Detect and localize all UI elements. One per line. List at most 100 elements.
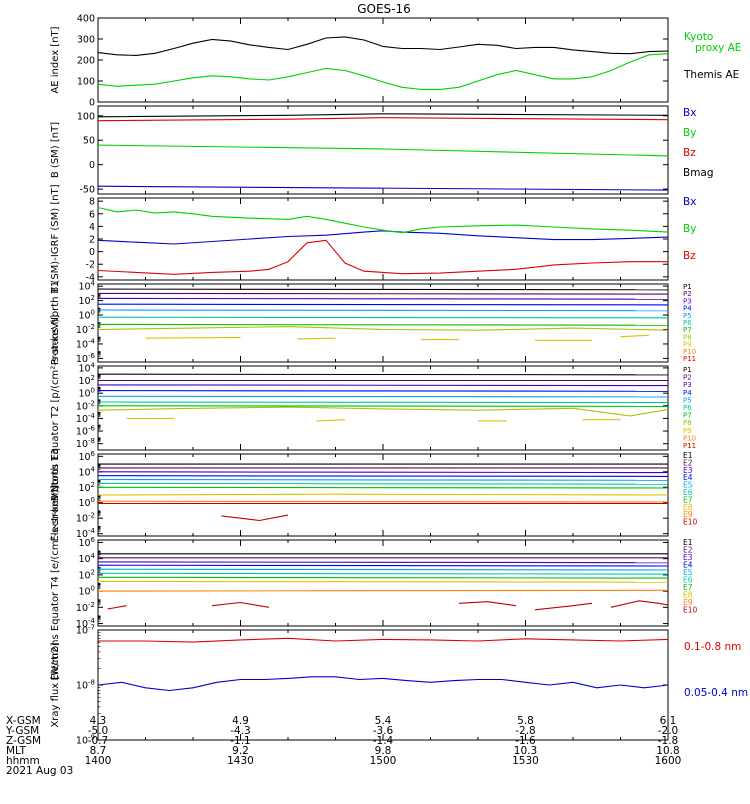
legend-label: Bx [683,107,696,119]
series-line [97,323,669,326]
legend-label: Bx [683,196,696,208]
legend-label: E9 [683,598,693,607]
series-pe-p7 [97,405,669,407]
series-line [97,589,669,592]
series-line [97,53,669,90]
series-pn-p8 [97,326,669,331]
panel-ae: 0 100 200 300 400 AE index [nT] Kyoto proxy AE T… [50,14,741,109]
y-tick-label: 0 [89,98,95,109]
y-tick-label: 2 [89,235,95,246]
legend-label: E7 [683,583,693,592]
series-pn-p6 [97,316,669,319]
legend-label: P1 [683,283,692,291]
orbit-value: 1400 [85,755,112,767]
series-en-e7 [97,486,669,489]
series-ee-e10 [107,600,669,611]
series-pe-p1 [97,373,669,376]
orbit-value: 4.3 [90,715,107,727]
y-tick-label: 50 [83,136,95,147]
legend-label: P5 [683,312,692,320]
series-pn-p1 [97,288,669,291]
y-tick-label: 10-6 [76,425,96,438]
series-line [97,580,669,583]
series-pn-p7 [97,323,669,326]
panel-frame [97,17,669,103]
legend-label: E6 [683,576,693,585]
series-line [97,478,669,481]
y-tick-label: 102 [78,568,95,581]
series-pe-p8 [97,406,669,417]
plot-title: GOES-16 [357,2,411,16]
series-line [97,572,669,575]
legend-label: Themis AE [683,69,739,81]
panel-b: -50 0 50 100 B (SM) [nT] Bx By Bz Bmag [50,105,714,196]
legend-label: E9 [683,510,693,519]
series-line [97,292,669,295]
series-pe-p9 [126,417,621,422]
orbit-row-label: Z-GSM [6,735,41,747]
series-b-bz [97,117,669,122]
y-tick-label: 300 [77,35,95,46]
series-line [97,113,669,118]
y-tick-label: 10-7 [76,624,95,637]
legend-label: P11 [683,355,696,363]
legend-label: E7 [683,495,693,504]
series-ee-e5 [97,568,669,571]
series-line [97,36,669,56]
orbit-value: 4.9 [232,715,249,727]
orbit-value: 9.2 [232,745,249,757]
legend-label: Bmag [683,167,714,179]
panel-frame [97,197,669,281]
legend-label: P2 [683,290,692,298]
series-ee-e6 [97,572,669,575]
series-line [97,568,669,571]
orbit-value: 10.3 [514,745,537,757]
y-tick-label: -4 [86,272,95,283]
series-ee-e7 [97,576,669,579]
series-line [97,471,669,474]
legend-label: P8 [683,333,692,341]
y-tick-label: 10-2 [76,601,95,614]
legend-label: E3 [683,466,693,475]
series-line [97,326,669,331]
series-line [97,406,669,417]
series-pe-p3 [97,384,669,387]
series-en-e3 [97,471,669,474]
orbit-row-label: hhmm [6,755,40,767]
orbit-value: 1600 [655,755,682,767]
y-tick-label: 4 [89,222,95,233]
y-tick-label: 104 [78,361,95,374]
legend-label: P7 [683,412,692,420]
y-tick-label: 10-4 [76,412,96,425]
series-en-e9 [97,500,669,503]
series-bdiff-bz [97,239,668,275]
orbit-value: -0.7 [88,735,109,747]
series-line [610,600,669,608]
legend-label: E4 [683,561,693,570]
y-axis-label: Protons North T1 [50,281,61,365]
y-tick-label: 8 [89,197,95,208]
orbit-value: 5.8 [517,715,534,727]
legend-label: P5 [683,396,692,404]
orbit-value: 6.1 [660,715,677,727]
legend-label: P6 [683,319,692,327]
orbit-value: 9.8 [375,745,392,757]
legend-label: E1 [683,451,693,460]
y-tick-label: 100 [77,111,95,122]
y-axis-label: B (SM)-IGRF (SM) [nT] [50,184,61,293]
series-pn-p3 [97,297,669,300]
y-axis-label: AE index [nT] [50,26,61,93]
legend-label: Kyoto proxy AE [684,31,741,54]
series-xray-0.1-0.8-nm [98,637,669,643]
series-pe-p6 [97,401,669,404]
panel-bdiff: -4-2 02 4 68 B (SM)-IGRF (SM) [nT] Bx By Bz [50,184,696,293]
series-line [97,676,669,692]
panel-frame [97,539,669,627]
legend-label: E5 [683,568,693,577]
orbit-value: 1530 [512,755,539,767]
y-tick-label: 102 [78,481,95,494]
series-line [97,395,669,398]
legend-label: E1 [683,538,693,547]
legend-label: P10 [683,348,696,356]
